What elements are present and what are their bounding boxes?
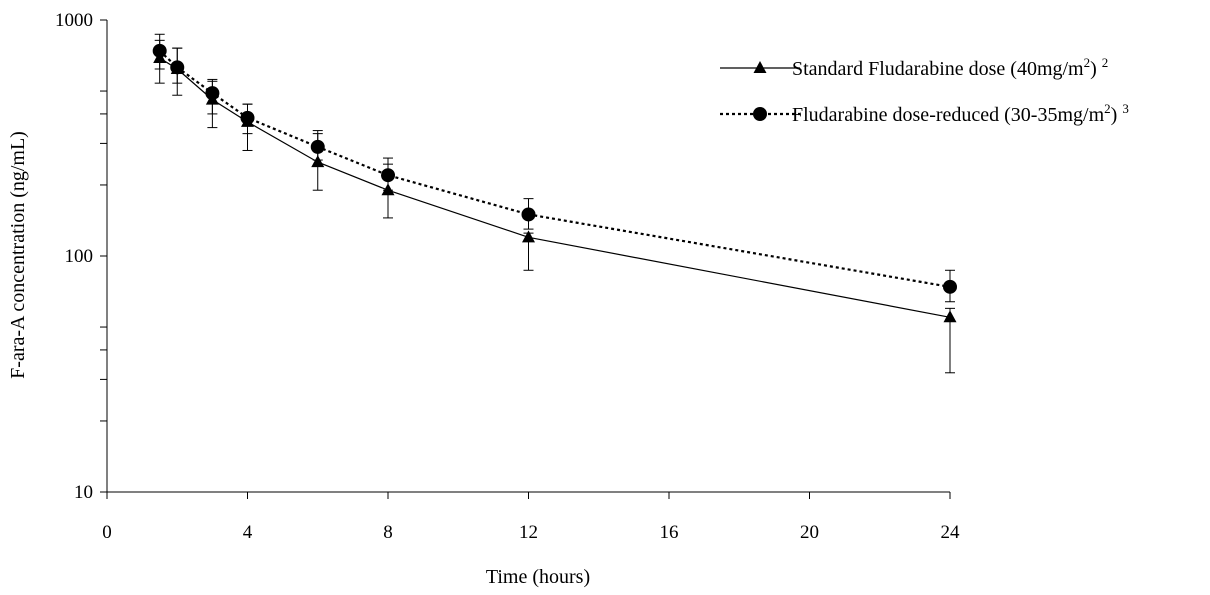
x-axis-title: Time (hours): [486, 566, 590, 588]
data-point: [170, 60, 185, 75]
data-point: [311, 155, 325, 168]
data-point: [381, 168, 395, 183]
x-tick-label: 8: [383, 522, 393, 543]
data-point: [943, 279, 957, 294]
data-point: [943, 310, 957, 323]
series-line: [159, 57, 951, 318]
y-tick-label: 1000: [55, 10, 93, 31]
legend-item: Fludarabine dose-reduced (30-35mg/m2) 3: [720, 101, 1129, 126]
legend: Standard Fludarabine dose (40mg/m2) 2 Flud…: [720, 55, 1129, 126]
data-point: [205, 86, 220, 101]
x-tick-label: 12: [519, 522, 538, 543]
series-layer: [152, 33, 957, 374]
x-tick-label: 24: [941, 522, 961, 543]
series-circle: [152, 33, 957, 303]
legend-label: Standard Fludarabine dose (40mg/m2) 2: [792, 55, 1108, 80]
data-point: [152, 43, 167, 58]
y-tick-label: 100: [65, 246, 94, 267]
legend-item: Standard Fludarabine dose (40mg/m2) 2: [720, 55, 1108, 80]
legend-marker: [753, 107, 767, 121]
x-tick-label: 4: [243, 522, 253, 543]
y-tick-label: 10: [74, 482, 93, 503]
data-point: [521, 207, 536, 222]
x-tick-label: 20: [800, 522, 819, 543]
data-point: [522, 230, 535, 243]
series-triangle: [153, 39, 957, 374]
x-tick-label: 16: [660, 522, 679, 543]
series-line: [158, 50, 951, 288]
data-point: [310, 139, 325, 154]
data-point: [240, 110, 255, 125]
legend-marker: [753, 61, 767, 73]
axis-ticks: 0 4 8 12 16 20 24 10 100 1000: [55, 10, 960, 543]
x-tick-label: 0: [102, 522, 112, 543]
legend-label: Fludarabine dose-reduced (30-35mg/m2) 3: [792, 101, 1129, 126]
y-axis-title: F-ara-A concentration (ng/mL): [7, 131, 29, 379]
